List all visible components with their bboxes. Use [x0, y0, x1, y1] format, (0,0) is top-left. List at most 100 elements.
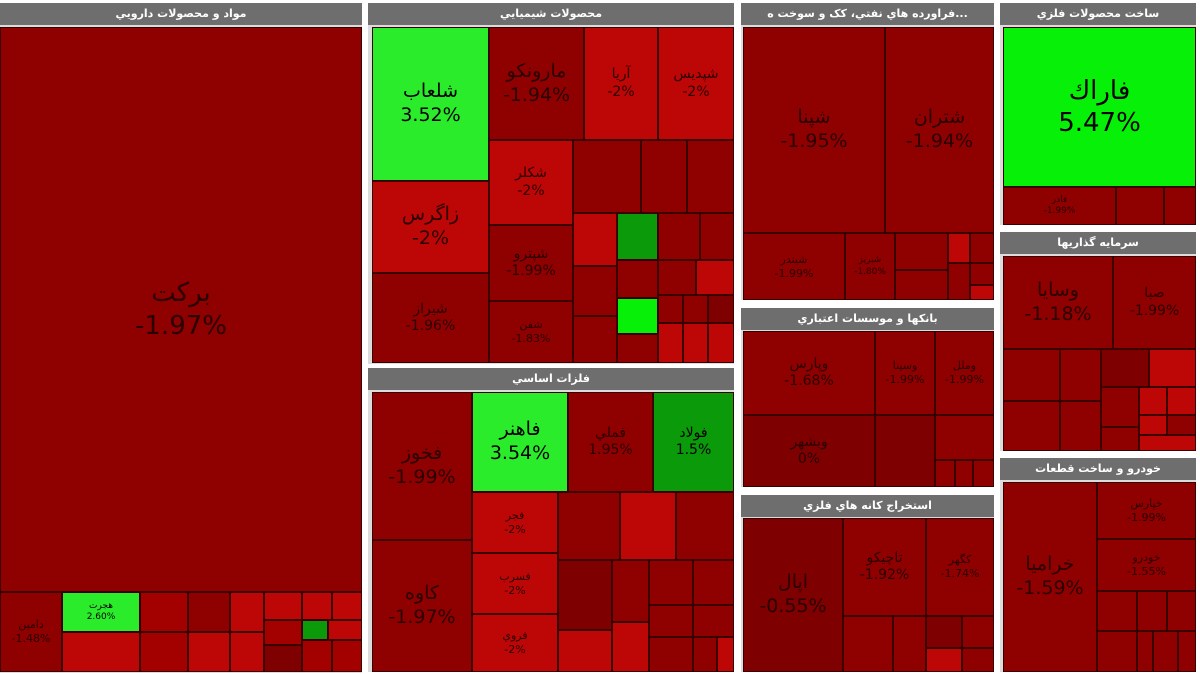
sector-title[interactable]: مواد و محصولات دارويي: [0, 3, 362, 25]
treemap-tile-small[interactable]: [558, 492, 620, 560]
treemap-tile-small[interactable]: [230, 632, 264, 672]
treemap-tile-small[interactable]: [935, 460, 955, 487]
treemap-tile-small[interactable]: [617, 334, 658, 363]
treemap-tile-small[interactable]: [612, 622, 649, 672]
sector-title[interactable]: فلزات اساسي: [368, 368, 734, 390]
treemap-tile-small[interactable]: [1139, 387, 1167, 415]
treemap-tile-small[interactable]: [970, 263, 994, 285]
sector-title[interactable]: محصولات شيميايي: [368, 3, 734, 25]
treemap-tile-small[interactable]: [700, 213, 734, 260]
treemap-tile-small[interactable]: [658, 213, 700, 260]
treemap-tile[interactable]: شپترو -1.99%: [489, 225, 573, 301]
treemap-tile-small[interactable]: [926, 616, 962, 648]
treemap-tile-small[interactable]: [683, 295, 708, 323]
treemap-tile-small[interactable]: [1167, 591, 1196, 631]
sector-title[interactable]: استخراج کانه هاي فلزي: [741, 495, 994, 517]
treemap-tile-small[interactable]: [620, 492, 676, 560]
treemap-tile[interactable]: وسينا -1.99%: [875, 331, 935, 415]
treemap-tile-small[interactable]: [264, 645, 302, 672]
treemap-tile-small[interactable]: [558, 630, 612, 672]
treemap-tile-small[interactable]: [708, 295, 734, 323]
treemap-tile-small[interactable]: [332, 592, 362, 620]
treemap-tile[interactable]: شلعاب 3.52%: [372, 27, 489, 181]
treemap-tile-small[interactable]: [970, 285, 994, 300]
treemap-tile-small[interactable]: [617, 260, 658, 298]
treemap-tile-small[interactable]: [1003, 401, 1060, 451]
treemap-tile[interactable]: شتران -1.94%: [885, 27, 994, 233]
treemap-tile-small[interactable]: [264, 620, 302, 645]
treemap-tile[interactable]: برکت -1.97%: [0, 27, 362, 592]
treemap-tile-small[interactable]: [573, 140, 641, 213]
treemap-tile-small[interactable]: [188, 592, 230, 632]
sector-title[interactable]: ...فراورده هاي نفتي، کک و سوخت ه: [741, 3, 994, 25]
treemap-tile[interactable]: فاهنر 3.54%: [472, 392, 568, 492]
treemap-tile-small[interactable]: [1060, 349, 1101, 401]
treemap-tile-small[interactable]: [617, 213, 658, 260]
treemap-tile-small[interactable]: [955, 460, 973, 487]
treemap-tile-small[interactable]: [658, 260, 696, 295]
treemap-tile-small[interactable]: [875, 415, 935, 487]
treemap-tile-small[interactable]: [1060, 401, 1101, 451]
treemap-tile[interactable]: خراميا -1.59%: [1003, 482, 1097, 672]
treemap-tile-small[interactable]: [1116, 187, 1164, 225]
treemap-tile-small[interactable]: [1139, 435, 1196, 451]
treemap-tile-small[interactable]: [264, 592, 302, 620]
treemap-tile[interactable]: فاذر -1.99%: [1003, 187, 1116, 225]
treemap-tile-small[interactable]: [658, 323, 683, 363]
treemap-tile-small[interactable]: [693, 605, 734, 637]
treemap-tile-small[interactable]: [1003, 349, 1060, 401]
treemap-tile-small[interactable]: [573, 266, 617, 316]
treemap-tile-small[interactable]: [1139, 415, 1167, 435]
treemap-tile-small[interactable]: [708, 323, 734, 363]
treemap-tile-small[interactable]: [962, 648, 994, 672]
sector-title[interactable]: بانکها و موسسات اعتباري: [741, 308, 994, 330]
treemap-tile-small[interactable]: [843, 616, 893, 672]
treemap-tile-small[interactable]: [1149, 349, 1196, 387]
treemap-tile[interactable]: شبريز -1.80%: [845, 233, 895, 300]
treemap-tile[interactable]: کاوه -1.97%: [372, 540, 472, 672]
treemap-tile-small[interactable]: [302, 640, 332, 672]
treemap-tile-small[interactable]: [649, 605, 693, 637]
treemap-tile[interactable]: خودرو -1.55%: [1097, 539, 1196, 591]
treemap-tile-small[interactable]: [1137, 631, 1153, 672]
sector-title[interactable]: سرمايه گذاريها: [1000, 232, 1196, 254]
treemap-tile-small[interactable]: [302, 620, 328, 640]
treemap-tile-small[interactable]: [641, 140, 687, 213]
treemap-tile-small[interactable]: [1101, 349, 1149, 387]
treemap-tile-small[interactable]: [935, 415, 994, 460]
treemap-tile-small[interactable]: [1097, 591, 1137, 631]
treemap-tile-small[interactable]: [62, 632, 140, 672]
treemap-tile[interactable]: فخوز -1.99%: [372, 392, 472, 540]
treemap-tile[interactable]: آريا -2%: [584, 27, 658, 140]
treemap-tile[interactable]: فولاد 1.5%: [653, 392, 734, 492]
treemap-tile-small[interactable]: [948, 233, 970, 263]
treemap-tile-small[interactable]: [302, 592, 332, 620]
treemap-tile[interactable]: هجرت 2.60%: [62, 592, 140, 632]
treemap-tile[interactable]: فسرب -2%: [472, 553, 558, 614]
treemap-tile-small[interactable]: [895, 270, 948, 300]
treemap-tile[interactable]: دامین -1.48%: [0, 592, 62, 672]
treemap-tile-small[interactable]: [717, 637, 734, 672]
treemap-tile-small[interactable]: [658, 295, 683, 323]
treemap-tile-small[interactable]: [973, 460, 994, 487]
treemap-tile-small[interactable]: [649, 637, 693, 672]
treemap-tile-small[interactable]: [1137, 591, 1167, 631]
treemap-tile[interactable]: وسايا -1.18%: [1003, 256, 1113, 349]
treemap-tile[interactable]: شپنا -1.95%: [743, 27, 885, 233]
treemap-tile[interactable]: وبشهر 0%: [743, 415, 875, 487]
treemap-tile-small[interactable]: [926, 648, 962, 672]
treemap-tile-small[interactable]: [1178, 631, 1196, 672]
treemap-tile[interactable]: زاگرس -2%: [372, 181, 489, 273]
treemap-tile[interactable]: اپال -0.55%: [743, 518, 843, 672]
treemap-tile-small[interactable]: [948, 263, 970, 300]
treemap-tile-small[interactable]: [1101, 427, 1139, 451]
treemap-tile-small[interactable]: [895, 233, 948, 270]
treemap-tile-small[interactable]: [962, 616, 994, 648]
treemap-tile-small[interactable]: [332, 640, 362, 672]
treemap-tile-small[interactable]: [573, 213, 617, 266]
treemap-tile-small[interactable]: [1167, 415, 1196, 435]
treemap-tile[interactable]: صبا -1.99%: [1113, 256, 1196, 349]
sector-title[interactable]: خودرو و ساخت قطعات: [1000, 458, 1196, 480]
treemap-tile-small[interactable]: [573, 316, 617, 363]
treemap-tile-small[interactable]: [188, 632, 230, 672]
